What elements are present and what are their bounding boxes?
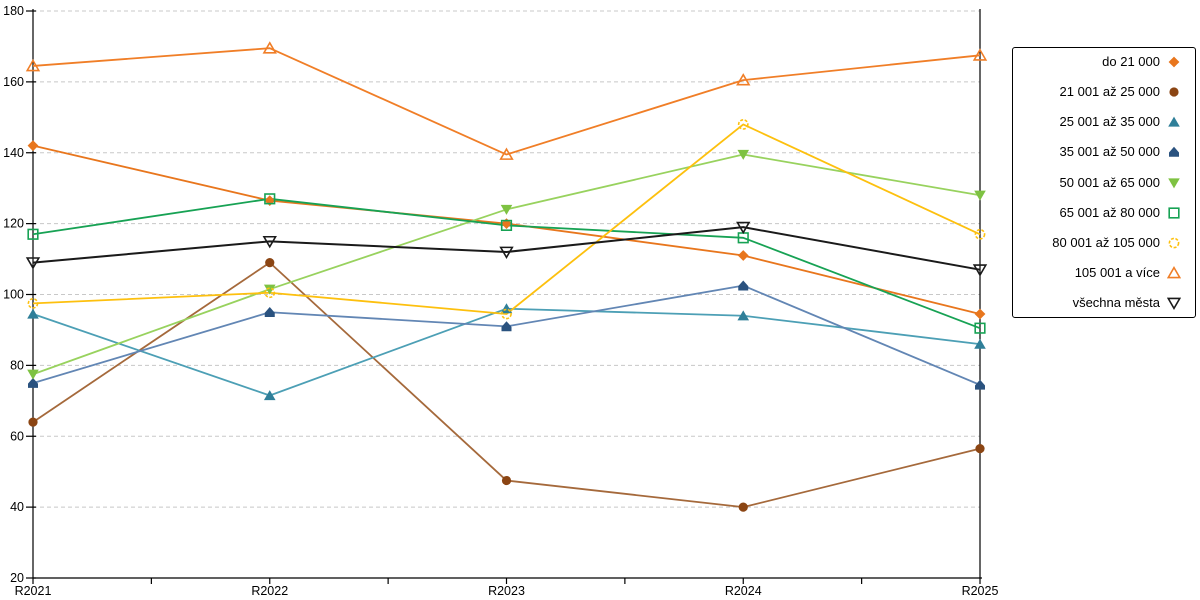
data-point-marker-icon	[25, 257, 41, 270]
y-tick-label: 80	[10, 358, 24, 372]
legend-item: 105 001 a více	[1019, 264, 1181, 280]
series-line	[32, 47, 981, 156]
legend-item: do 21 000	[1019, 55, 1181, 69]
data-point-marker-icon	[974, 228, 986, 240]
data-point-marker-icon	[27, 297, 39, 309]
x-tick-label: R2022	[251, 584, 288, 598]
data-point-marker-icon	[972, 264, 988, 277]
data-point-marker-icon	[28, 417, 38, 427]
data-point-marker-icon	[264, 287, 276, 299]
legend-marker-icon	[1168, 116, 1180, 127]
data-point-marker-icon	[25, 58, 41, 72]
legend-marker-icon	[1168, 237, 1180, 249]
legend-item-label: 35 001 až 50 000	[1059, 144, 1160, 160]
data-point-marker-icon	[28, 377, 38, 388]
data-point-marker-icon	[501, 321, 512, 332]
data-point-marker-icon	[501, 308, 512, 320]
y-tick-label: 40	[10, 500, 24, 514]
data-point-marker-icon	[974, 322, 986, 334]
legend-marker-icon	[1168, 207, 1180, 219]
legend-item-label: 65 001 až 80 000	[1059, 204, 1160, 220]
legend-marker-icon	[1167, 265, 1181, 279]
legend-item: 25 001 až 35 000	[1019, 115, 1181, 129]
series-line	[32, 123, 981, 315]
data-point-marker-icon	[500, 219, 513, 231]
legend-item-label: 105 001 a více	[1074, 264, 1160, 280]
legend-item-label: do 21 000	[1102, 54, 1160, 69]
data-point-marker-icon	[501, 475, 512, 486]
legend-item: 50 001 až 65 000	[1019, 174, 1181, 190]
data-point-marker-icon	[738, 502, 748, 512]
legend-marker-icon	[1168, 177, 1180, 188]
data-point-marker-icon	[27, 369, 39, 380]
y-tick-label: 160	[3, 75, 24, 89]
data-point-marker-icon	[737, 149, 750, 160]
data-point-marker-icon	[500, 204, 513, 215]
x-tick-label: R2023	[488, 584, 525, 598]
data-point-marker-icon	[263, 284, 276, 295]
x-tick-label: R2021	[15, 584, 52, 598]
data-point-marker-icon	[736, 73, 751, 86]
legend-marker-icon	[1169, 87, 1179, 97]
data-point-marker-icon	[264, 195, 276, 206]
data-point-marker-icon	[27, 228, 39, 240]
legend-item: všechna města	[1019, 296, 1181, 310]
data-point-marker-icon	[27, 308, 39, 319]
legend-item-label: 25 001 až 35 000	[1059, 114, 1160, 130]
y-tick-label: 20	[10, 571, 24, 585]
data-point-marker-icon	[738, 280, 749, 291]
chart-legend: do 21 000 21 001 až 25 000 25 001 až 35 00…	[1012, 47, 1196, 318]
y-tick-label: 120	[3, 217, 24, 231]
data-point-marker-icon	[972, 48, 988, 61]
series-line	[32, 261, 981, 509]
data-point-marker-icon	[262, 41, 277, 54]
x-tick-label: R2025	[962, 584, 999, 598]
data-point-marker-icon	[974, 338, 986, 349]
data-point-marker-icon	[262, 235, 277, 249]
data-point-marker-icon	[264, 307, 275, 318]
legend-item: 35 001 až 50 000	[1019, 145, 1181, 159]
y-tick-label: 140	[3, 146, 24, 160]
data-point-marker-icon	[737, 119, 749, 130]
data-point-marker-icon	[265, 258, 275, 268]
data-point-marker-icon	[974, 308, 986, 320]
legend-item-label: 80 001 až 105 000	[1052, 234, 1160, 250]
legend-item-label: všechna města	[1072, 295, 1160, 310]
data-point-marker-icon	[499, 246, 514, 259]
data-point-marker-icon	[975, 444, 985, 454]
data-point-marker-icon	[737, 310, 750, 321]
data-point-marker-icon	[974, 190, 986, 201]
series-line	[32, 284, 981, 386]
x-tick-label: R2024	[725, 584, 762, 598]
legend-marker-icon	[1167, 297, 1181, 310]
legend-marker-icon	[1168, 56, 1180, 68]
legend-item: 80 001 až 105 000	[1019, 234, 1181, 250]
data-point-marker-icon	[27, 140, 39, 152]
y-tick-label: 100	[3, 288, 24, 302]
data-point-marker-icon	[264, 193, 276, 205]
data-point-marker-icon	[736, 221, 751, 235]
y-tick-label: 60	[10, 429, 24, 443]
data-point-marker-icon	[499, 147, 514, 160]
legend-item: 21 001 až 25 000	[1019, 85, 1181, 99]
data-point-marker-icon	[737, 250, 749, 261]
y-tick-label: 180	[3, 4, 24, 18]
legend-item-label: 50 001 až 65 000	[1059, 174, 1160, 190]
legend-item-label: 21 001 až 25 000	[1059, 84, 1160, 100]
legend-item: 65 001 až 80 000	[1019, 204, 1181, 220]
series-line	[32, 226, 981, 271]
data-point-marker-icon	[263, 390, 276, 401]
data-point-marker-icon	[501, 218, 512, 230]
data-point-marker-icon	[975, 379, 985, 390]
legend-marker-icon	[1169, 147, 1179, 158]
